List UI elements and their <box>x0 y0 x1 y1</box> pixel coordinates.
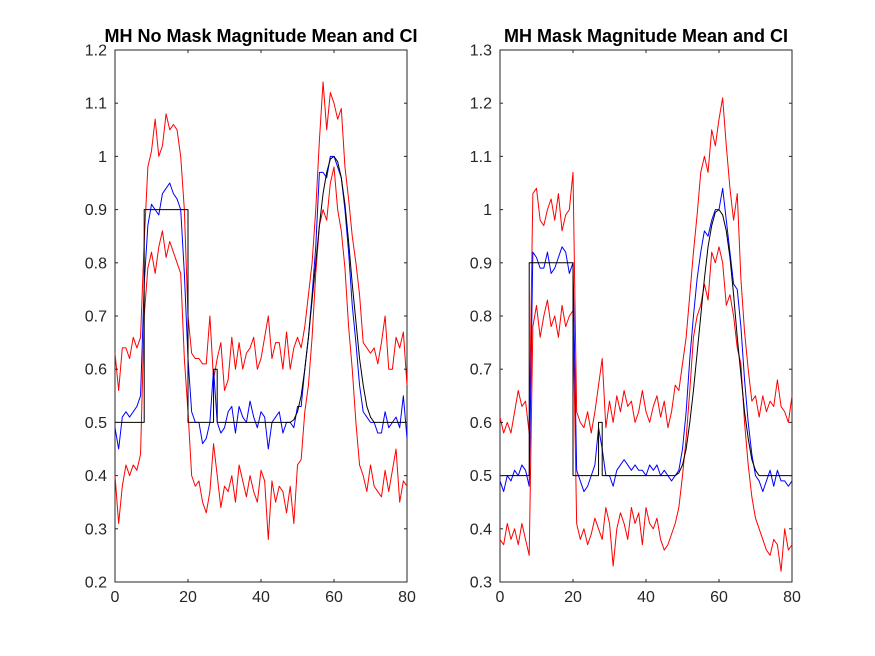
right-y-tick-label-6: 0.9 <box>470 255 492 272</box>
left-y-tick-label-6: 0.8 <box>85 255 107 272</box>
right-y-tick-label-8: 1.1 <box>470 149 492 166</box>
left-y-tick-label-1: 0.3 <box>85 521 107 538</box>
left-chart-title: MH No Mask Magnitude Mean and CI <box>104 26 417 46</box>
left-series-line-3 <box>115 155 407 423</box>
left-tick-layer: 0 20 40 60 80 0.2 0.3 0.4 0.5 0.6 0.7 0.8 0.9 1 1.1 1.2 <box>85 43 416 607</box>
left-y-tick-label-0: 0.2 <box>85 575 107 592</box>
right-x-tick-label-0: 0 <box>496 589 505 606</box>
right-y-tick-label-1: 0.4 <box>470 521 492 538</box>
right-y-tick-label-10: 1.3 <box>470 43 492 60</box>
left-y-tick-label-4: 0.6 <box>85 362 107 379</box>
right-y-tick-label-0: 0.3 <box>470 575 492 592</box>
right-y-tick-label-9: 1.2 <box>470 96 492 113</box>
right-y-tick-label-7: 1 <box>483 202 492 219</box>
left-series-line-0 <box>114 81 408 391</box>
right-series-layer <box>499 97 793 572</box>
left-x-tick-label-3: 60 <box>325 589 343 606</box>
right-y-tick-label-2: 0.5 <box>470 468 492 485</box>
right-series-line-3 <box>500 209 792 477</box>
right-y-tick-label-5: 0.8 <box>470 309 492 326</box>
left-series-layer <box>114 81 408 540</box>
left-y-tick-label-8: 1 <box>98 149 107 166</box>
left-series-line-2 <box>114 155 408 450</box>
left-subplot: 0 20 40 60 80 0.2 0.3 0.4 0.5 0.6 0.7 0.8 0.9 1 1.1 1.2… <box>85 26 418 606</box>
left-x-tick-label-4: 80 <box>398 589 416 606</box>
left-y-tick-label-5: 0.7 <box>85 309 107 326</box>
right-x-tick-label-4: 80 <box>783 589 801 606</box>
right-y-tick-label-4: 0.7 <box>470 362 492 379</box>
right-x-tick-label-2: 40 <box>637 589 655 606</box>
right-chart-title: MH Mask Magnitude Mean and CI <box>504 26 788 46</box>
left-y-tick-label-7: 0.9 <box>85 202 107 219</box>
right-series-line-0 <box>499 97 793 434</box>
right-x-tick-label-1: 20 <box>564 589 582 606</box>
left-x-tick-label-0: 0 <box>111 589 120 606</box>
left-y-tick-label-9: 1.1 <box>85 96 107 113</box>
right-tick-layer: 0 20 40 60 80 0.3 0.4 0.5 0.6 0.7 0.8 0.9 1 1.1 1.2 1.3 <box>470 43 801 607</box>
right-y-tick-label-3: 0.6 <box>470 415 492 432</box>
right-subplot: 0 20 40 60 80 0.3 0.4 0.5 0.6 0.7 0.8 0.9 1 1.1 1.2 1.3… <box>470 26 801 606</box>
left-x-tick-label-1: 20 <box>179 589 197 606</box>
left-y-tick-label-3: 0.5 <box>85 415 107 432</box>
right-x-tick-label-3: 60 <box>710 589 728 606</box>
left-axes-box <box>114 49 408 583</box>
left-y-tick-label-10: 1.2 <box>85 43 107 60</box>
left-x-tick-label-2: 40 <box>252 589 270 606</box>
left-series-line-1 <box>114 166 408 540</box>
left-y-tick-label-2: 0.4 <box>85 468 107 485</box>
